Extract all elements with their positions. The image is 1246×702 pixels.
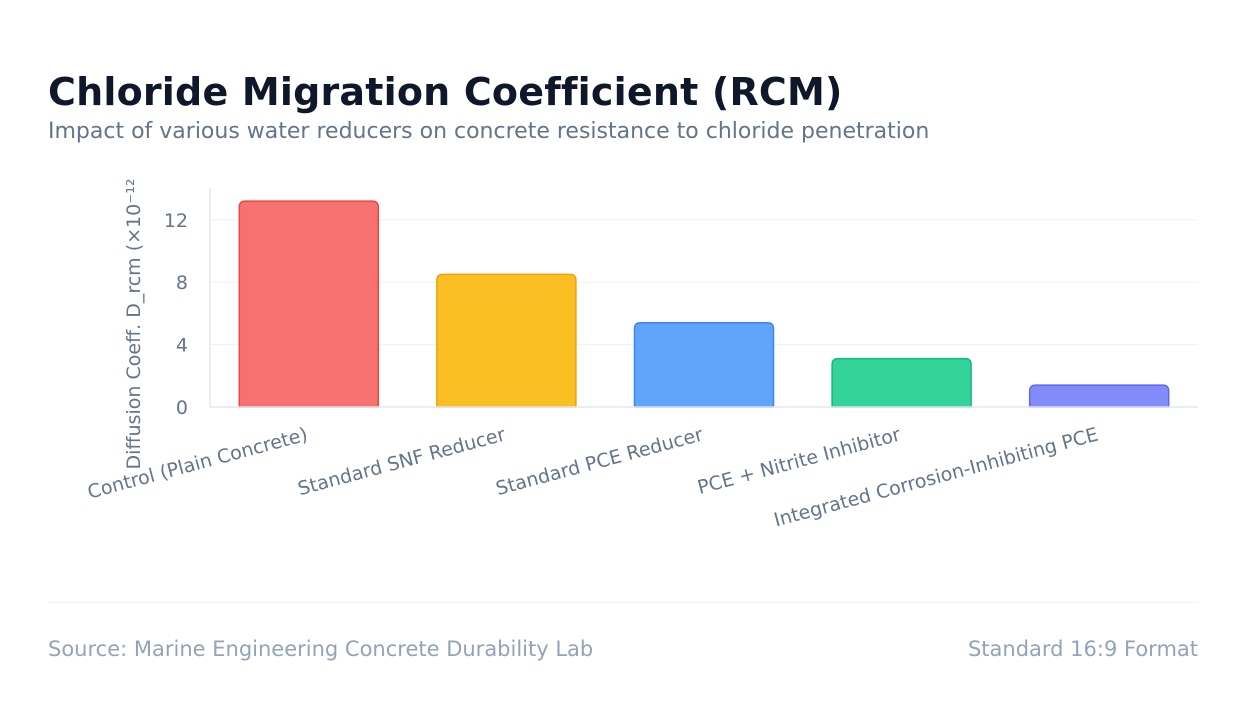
bars xyxy=(238,200,1170,408)
chart-title: Chloride Migration Coefficient (RCM) xyxy=(48,70,843,114)
footer-divider xyxy=(48,602,1198,603)
x-tick-label: Integrated Corrosion-Inhibiting PCE xyxy=(772,424,1101,532)
bar xyxy=(633,322,775,408)
y-tick-label: 8 xyxy=(176,272,188,294)
bar xyxy=(436,273,577,408)
footer-format: Standard 16:9 Format xyxy=(967,637,1198,661)
footer-source: Source: Marine Engineering Concrete Dura… xyxy=(48,637,594,661)
axes xyxy=(209,188,1198,408)
bar xyxy=(1028,384,1170,408)
y-tick-label: 4 xyxy=(176,335,188,357)
bar xyxy=(238,200,380,408)
bar xyxy=(831,357,972,408)
x-tick-label: Standard PCE Reducer xyxy=(494,424,706,501)
y-tick-label: 12 xyxy=(164,210,188,232)
y-axis-title: Diffusion Coeff. D_rcm (×10⁻¹² xyxy=(123,179,145,470)
x-tick-label: Standard SNF Reducer xyxy=(295,424,507,501)
labels: 0 4 8 12 Diffusion Coeff. D_rcm (×10⁻¹²Contr… xyxy=(85,179,1100,532)
bar-chart: 0 4 8 12 Diffusion Coeff. D_rcm (×10⁻¹²Contr… xyxy=(85,179,1198,532)
chart-subtitle: Impact of various water reducers on conc… xyxy=(48,119,930,144)
x-tick-label: Control (Plain Concrete) xyxy=(85,424,310,504)
y-tick-label: 0 xyxy=(176,397,188,419)
